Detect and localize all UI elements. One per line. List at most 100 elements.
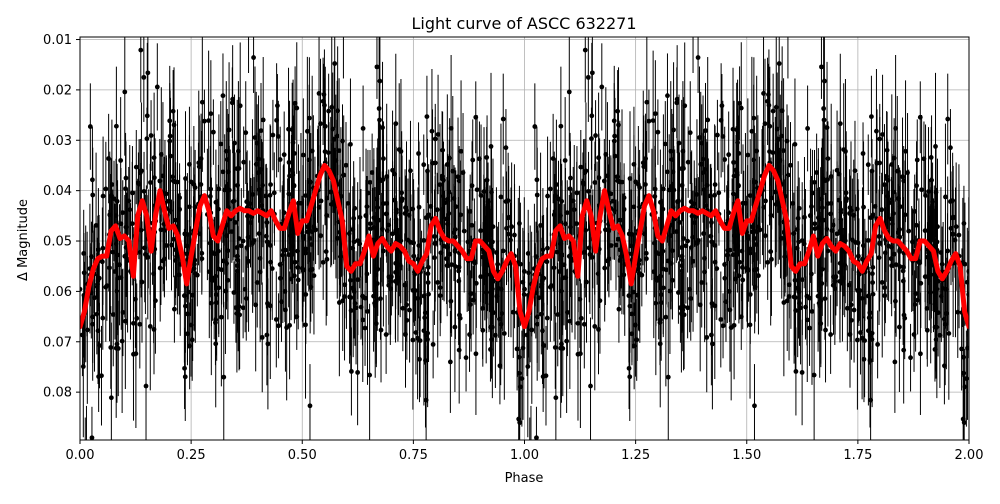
data-point <box>796 205 802 211</box>
data-point <box>189 337 195 343</box>
data-point <box>131 320 136 326</box>
data-point <box>458 148 464 154</box>
data-point <box>627 303 633 309</box>
data-point <box>865 237 871 243</box>
data-point <box>376 106 382 111</box>
data-point <box>961 420 967 425</box>
data-point <box>731 159 736 165</box>
data-point <box>868 397 874 403</box>
x-axis-label: Phase <box>505 471 544 486</box>
data-point <box>749 128 755 134</box>
data-point <box>889 244 895 250</box>
data-point <box>449 262 455 268</box>
data-point <box>646 118 652 124</box>
data-point <box>237 312 243 318</box>
data-point <box>896 324 902 330</box>
data-point <box>423 215 429 221</box>
data-point <box>276 323 281 329</box>
data-point <box>837 260 843 266</box>
data-point <box>362 325 368 331</box>
data-point <box>797 300 802 306</box>
y-tick-label: 0.06 <box>43 285 72 300</box>
data-point <box>123 186 128 192</box>
data-point <box>903 148 908 154</box>
data-point <box>460 170 466 176</box>
data-point <box>470 157 476 163</box>
data-point <box>284 325 290 331</box>
data-point <box>400 305 406 311</box>
data-point <box>243 130 249 136</box>
data-point <box>143 383 149 389</box>
data-point <box>592 324 598 329</box>
data-point <box>961 354 967 360</box>
data-point <box>137 170 143 176</box>
data-point <box>589 136 594 142</box>
data-point <box>880 132 885 137</box>
data-point <box>265 341 271 347</box>
x-tick-label: 1.75 <box>843 448 872 463</box>
data-point <box>842 238 848 244</box>
data-point <box>788 162 793 168</box>
data-point <box>220 169 226 175</box>
data-point <box>567 318 573 324</box>
data-point <box>473 114 479 120</box>
data-point <box>298 200 304 206</box>
data-point <box>690 234 695 240</box>
data-point <box>821 106 827 111</box>
data-point <box>956 232 962 238</box>
data-point <box>428 203 434 209</box>
data-point <box>963 376 969 382</box>
data-point <box>582 170 588 176</box>
data-point <box>498 194 504 200</box>
y-tick-label: 0.04 <box>43 184 72 199</box>
data-point <box>550 156 556 161</box>
data-point <box>874 128 879 134</box>
data-point <box>172 306 177 312</box>
data-point <box>360 317 366 323</box>
y-axis-label: Δ Magnitude <box>16 199 31 281</box>
data-point <box>602 265 608 271</box>
data-point <box>583 227 589 233</box>
x-tick-label: 1.25 <box>621 448 650 463</box>
data-point <box>240 305 246 311</box>
data-point <box>828 174 834 179</box>
data-point <box>303 322 308 328</box>
data-point <box>763 198 768 204</box>
data-point <box>273 317 279 322</box>
data-point <box>718 317 724 322</box>
data-point <box>593 133 598 138</box>
data-point <box>448 125 454 131</box>
data-point <box>785 172 791 178</box>
data-point <box>695 55 701 60</box>
data-point <box>599 84 605 90</box>
data-point <box>543 373 549 379</box>
data-point <box>151 155 157 161</box>
data-point <box>383 332 389 337</box>
data-point <box>844 196 850 202</box>
data-point <box>825 248 831 254</box>
x-tick-label: 0.75 <box>399 448 428 463</box>
data-point <box>586 188 591 194</box>
data-point <box>501 331 507 336</box>
data-point <box>663 314 669 320</box>
data-point <box>811 372 817 378</box>
tick-marks: 0.00 0.25 0.50 0.75 1.00 1.25 1.50 1.75 2.00 0.01… <box>43 33 983 463</box>
data-point <box>113 241 119 247</box>
data-point <box>893 262 899 268</box>
data-point <box>855 337 860 343</box>
data-point <box>694 240 699 245</box>
data-point <box>318 198 324 204</box>
data-point <box>847 205 853 210</box>
data-point <box>425 271 431 277</box>
data-point <box>183 176 188 181</box>
data-point <box>776 136 782 142</box>
mask-top <box>0 0 1000 37</box>
data-point <box>303 193 309 199</box>
data-point <box>445 196 451 202</box>
data-point <box>234 245 240 250</box>
data-point <box>824 125 830 130</box>
data-point <box>733 276 738 282</box>
data-point <box>129 221 135 227</box>
data-point <box>512 232 517 238</box>
data-point <box>483 232 489 237</box>
